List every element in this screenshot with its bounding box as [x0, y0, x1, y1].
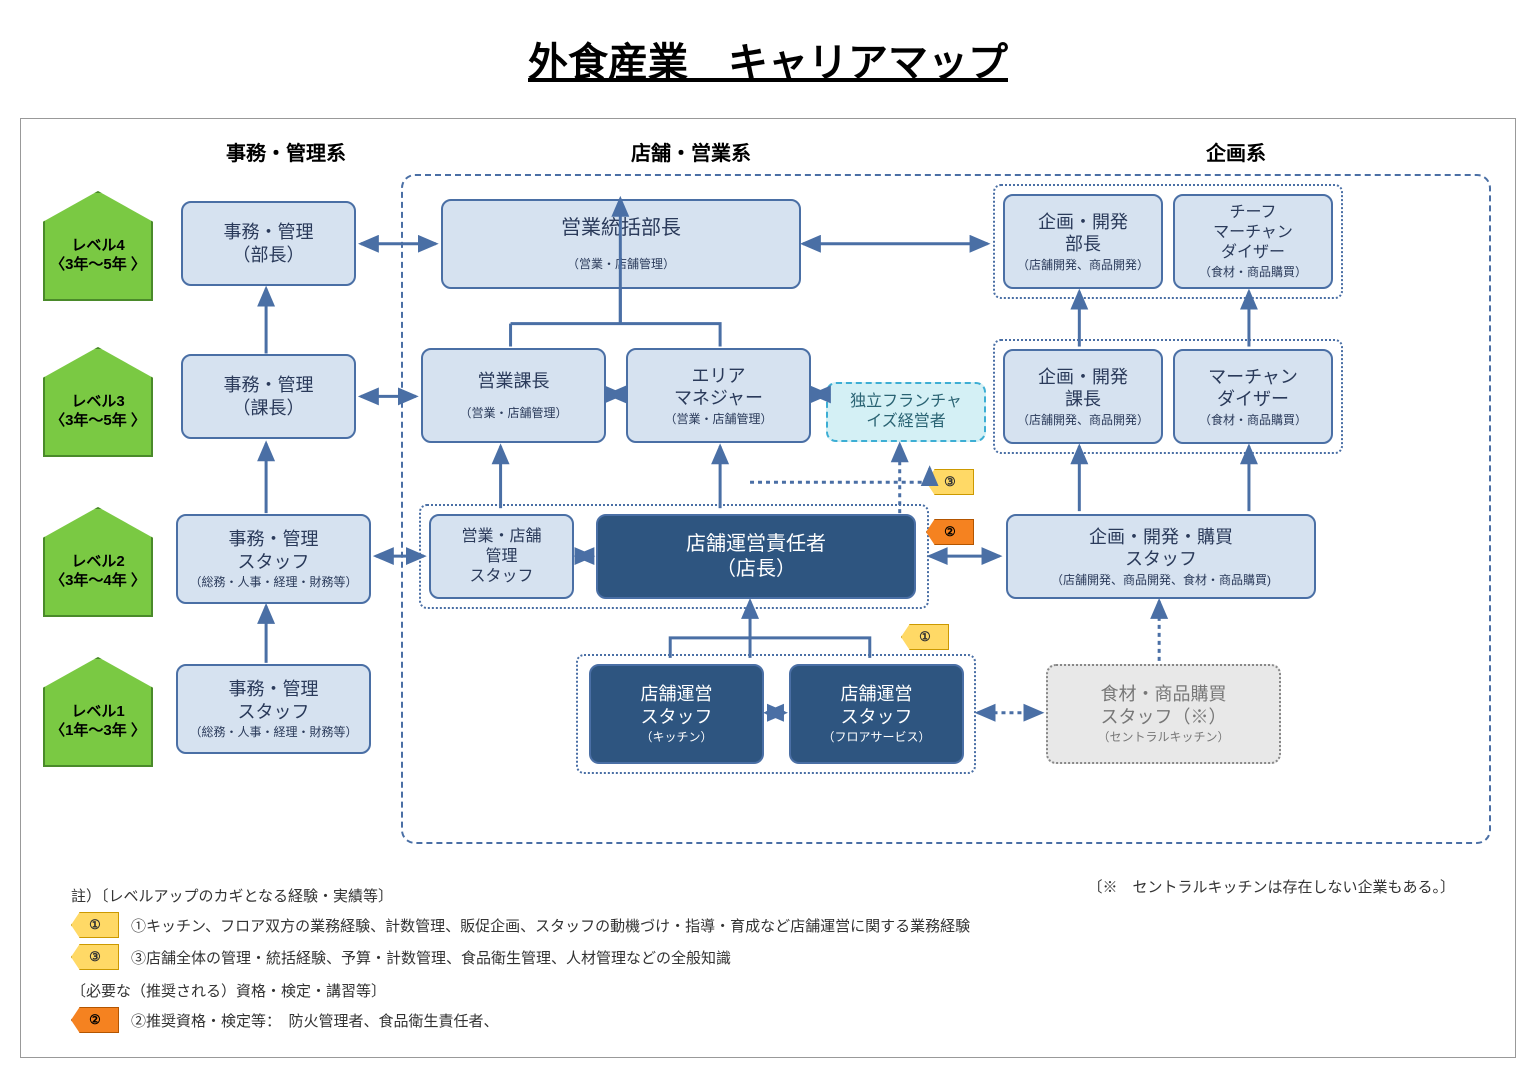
node-sales-head: 営業統括部長 （営業・店舗管理）	[441, 199, 801, 289]
legend-flag-2: ②	[71, 1007, 119, 1033]
diagram-frame: 事務・管理系 店舗・営業系 企画系 レベル4〈3年～5年 〉 レベル3〈3年～5…	[20, 118, 1516, 1058]
notes-heading2: 〔必要な（推奨される）資格・検定・講習等〕	[71, 980, 1465, 1001]
node-sales-staff: 営業・店舗管理スタッフ	[429, 514, 574, 599]
node-central-kitchen: 食材・商品購買スタッフ（※） （セントラルキッチン）	[1046, 664, 1281, 764]
node-plan-kacho: 企画・開発課長 （店舗開発、商品開発）	[1003, 349, 1163, 444]
flag-3: ③	[926, 469, 974, 495]
note-2: ②推奨資格・検定等： 防火管理者、食品衛生責任者、	[131, 1010, 499, 1031]
notes-block: 註）〔レベルアップのカギとなる経験・実績等〕 ① ①キッチン、フロア双方の業務経…	[71, 885, 1465, 1039]
node-floor-staff: 店舗運営スタッフ （フロアサービス）	[789, 664, 964, 764]
node-store-manager: 店舗運営責任者（店長）	[596, 514, 916, 599]
node-admin-bucho: 事務・管理（部長）	[181, 201, 356, 286]
legend-flag-3: ③	[71, 944, 119, 970]
node-franchise: 独立フランチャイズ経営者	[826, 382, 986, 442]
node-admin-staff1: 事務・管理スタッフ （総務・人事・経理・財務等）	[176, 664, 371, 754]
level1-arrow: レベル1〈1年～3年 〉	[43, 657, 153, 767]
col-header-plan: 企画系	[1206, 137, 1266, 166]
level4-arrow: レベル4〈3年～5年 〉	[43, 191, 153, 301]
node-kitchen-staff: 店舗運営スタッフ （キッチン）	[589, 664, 764, 764]
node-plan-bucho: 企画・開発部長 （店舗開発、商品開発）	[1003, 194, 1163, 289]
col-header-store: 店舗・営業系	[631, 137, 751, 166]
col-header-admin: 事務・管理系	[226, 137, 346, 166]
note-3: ③店舗全体の管理・統括経験、予算・計数管理、食品衛生管理、人材管理などの全般知識	[131, 947, 731, 968]
level2-arrow: レベル2〈3年～4年 〉	[43, 507, 153, 617]
note-1: ①キッチン、フロア双方の業務経験、計数管理、販促企画、スタッフの動機づけ・指導・…	[131, 915, 970, 936]
legend-flag-1: ①	[71, 912, 119, 938]
flag-1: ①	[901, 624, 949, 650]
page-title: 外食産業 キャリアマップ	[20, 30, 1516, 88]
node-area-manager: エリアマネジャー （営業・店舗管理）	[626, 348, 811, 443]
diagram-canvas: 事務・管理系 店舗・営業系 企画系 レベル4〈3年～5年 〉 レベル3〈3年～5…	[31, 129, 1505, 1047]
node-chief-md: チーフマーチャンダイザー （食材・商品購買）	[1173, 194, 1333, 289]
notes-heading1: 註）〔レベルアップのカギとなる経験・実績等〕	[71, 885, 1465, 906]
node-sales-kacho: 営業課長 （営業・店舗管理）	[421, 348, 606, 443]
node-plan-staff: 企画・開発・購買スタッフ （店舗開発、商品開発、食材・商品購買)	[1006, 514, 1316, 599]
node-admin-kacho: 事務・管理（課長）	[181, 354, 356, 439]
level3-arrow: レベル3〈3年～5年 〉	[43, 347, 153, 457]
flag-2: ②	[926, 519, 974, 545]
node-admin-staff2: 事務・管理スタッフ （総務・人事・経理・財務等）	[176, 514, 371, 604]
node-md: マーチャンダイザー （食材・商品購買）	[1173, 349, 1333, 444]
